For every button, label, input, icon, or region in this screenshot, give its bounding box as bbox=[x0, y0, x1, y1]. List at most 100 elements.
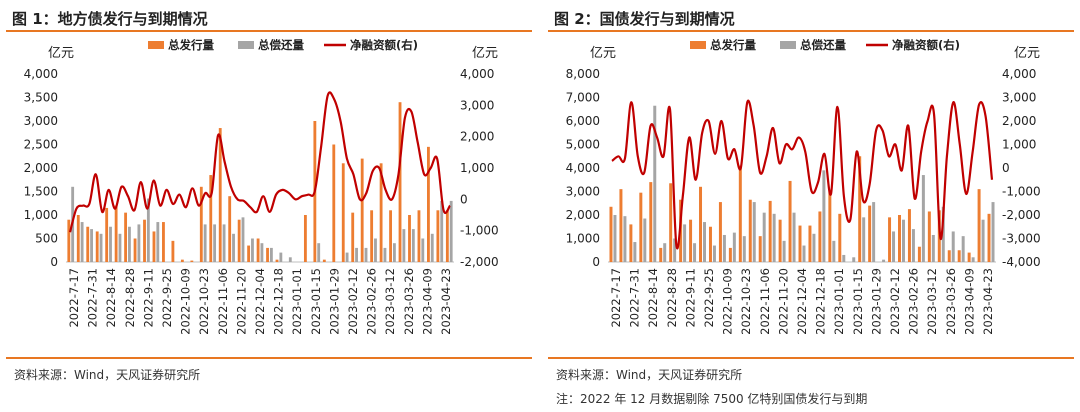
bar-repay bbox=[752, 202, 756, 262]
bar-issue bbox=[67, 219, 71, 262]
bar-repay bbox=[623, 216, 627, 262]
bar-issue bbox=[275, 259, 279, 262]
bar-issue bbox=[105, 207, 109, 262]
bar-issue bbox=[445, 210, 449, 262]
bar-repay bbox=[921, 175, 925, 262]
y-tick-label-right: 4,000 bbox=[460, 67, 494, 81]
bar-repay bbox=[317, 243, 321, 262]
y-tick-label-left: 1,000 bbox=[24, 208, 58, 222]
chart-local-bonds: 亿元 亿元 总发行量 总偿还量 净融资额(右) 4,000 3,500 3,000 2,500 2… bbox=[24, 38, 499, 335]
bar-issue bbox=[838, 213, 842, 262]
bar-repay bbox=[941, 206, 945, 262]
bar-repay bbox=[80, 222, 84, 262]
bar-issue bbox=[209, 175, 213, 262]
bar-repay bbox=[99, 233, 103, 262]
y-tick-label-left: 7,000 bbox=[566, 91, 600, 105]
bar-repay bbox=[653, 105, 657, 262]
x-tick-label: 2022-11-20 bbox=[234, 268, 248, 335]
bar-repay bbox=[355, 247, 358, 262]
source-divider bbox=[548, 357, 1074, 359]
x-tick-label: 2022-11-20 bbox=[776, 268, 790, 335]
bar-repay bbox=[862, 217, 866, 262]
bar-issue bbox=[888, 217, 892, 262]
bar-repay bbox=[971, 257, 975, 262]
bar-issue bbox=[818, 211, 822, 262]
y-tick-label-right: 1,000 bbox=[460, 161, 494, 175]
bar-repay bbox=[703, 222, 706, 262]
y-tick-label-left: 1,000 bbox=[566, 232, 600, 246]
bar-issue bbox=[649, 182, 653, 262]
x-tick-label: 2023-04-09 bbox=[962, 268, 976, 335]
panel-treasury-bonds: 图 2：国债发行与到期情况 亿元 亿元 总发行量 总偿还量 净融资额(右) 8,000 7,… bbox=[548, 0, 1080, 406]
bar-repay bbox=[279, 252, 283, 262]
bar-issue bbox=[639, 192, 643, 262]
bar-issue bbox=[728, 247, 732, 262]
bar-issue bbox=[738, 165, 742, 262]
bar-issue bbox=[417, 210, 421, 262]
x-tick-label: 2022-9-11 bbox=[141, 268, 155, 328]
bar-issue bbox=[718, 202, 722, 262]
bar-repay bbox=[241, 217, 245, 262]
y-tick-label-right: -1,000 bbox=[460, 224, 499, 238]
bar-issue bbox=[256, 238, 260, 262]
bar-issue bbox=[699, 186, 703, 262]
x-tick-label: 2023-03-26 bbox=[944, 268, 958, 335]
bar-issue bbox=[427, 146, 430, 262]
bar-repay bbox=[712, 245, 716, 262]
y-tick-label-right: 1,000 bbox=[1002, 138, 1036, 152]
bar-repay bbox=[213, 224, 217, 262]
bar-issue bbox=[218, 128, 222, 262]
bar-repay bbox=[792, 212, 796, 262]
x-tick-label: 2022-8-28 bbox=[665, 268, 679, 328]
x-tick-label: 2023-02-12 bbox=[888, 268, 902, 335]
y-tick-label-left: 500 bbox=[35, 232, 58, 246]
bar-issue bbox=[619, 189, 623, 262]
y-axis-unit-right: 亿元 bbox=[1014, 46, 1040, 61]
y-axis-unit-left: 亿元 bbox=[590, 46, 616, 61]
bar-issue bbox=[370, 210, 374, 262]
bar-issue bbox=[629, 224, 633, 262]
bar-issue bbox=[957, 250, 961, 262]
bar-repay bbox=[374, 238, 377, 262]
legend-label: 总偿还量 bbox=[258, 38, 304, 52]
bar-repay bbox=[613, 215, 617, 262]
bar-repay bbox=[128, 226, 131, 262]
bar-issue bbox=[360, 158, 364, 262]
x-tick-label: 2023-04-09 bbox=[420, 268, 434, 335]
x-tick-label: 2023-01-15 bbox=[309, 268, 323, 335]
bar-repay bbox=[232, 233, 235, 262]
note-text: 注：2022 年 12 月数据剔除 7500 亿特别国债发行与到期 bbox=[556, 392, 868, 406]
x-tick-label: 2023-04-23 bbox=[981, 268, 995, 335]
x-tick-label: 2023-03-12 bbox=[925, 268, 939, 335]
bar-repay bbox=[812, 233, 816, 262]
x-tick-label: 2023-01-29 bbox=[869, 268, 883, 335]
y-tick-label-left: 3,500 bbox=[24, 91, 58, 105]
chart-treasury-bonds: 亿元 亿元 总发行量 总偿还量 净融资额(右) 8,000 7,000 6,000 5,000 4… bbox=[566, 38, 1041, 335]
bar-issue bbox=[927, 211, 931, 262]
x-tick-label: 2023-01-29 bbox=[327, 268, 341, 335]
bar-repay bbox=[633, 242, 637, 262]
bar-repay bbox=[673, 238, 677, 262]
bar-repay bbox=[742, 236, 746, 262]
bar-repay bbox=[822, 170, 826, 262]
x-tick-label: 2022-12-04 bbox=[253, 268, 267, 335]
bar-issue bbox=[124, 212, 128, 262]
x-tick-label: 2023-03-12 bbox=[383, 268, 397, 335]
bar-repay bbox=[882, 259, 886, 262]
x-tick-label: 2022-10-23 bbox=[739, 268, 753, 335]
bar-repay bbox=[732, 232, 736, 262]
bar-issue bbox=[917, 246, 921, 262]
legend-label: 总发行量 bbox=[168, 38, 214, 52]
title-bar: 图 1：地方债发行与到期情况 bbox=[6, 4, 532, 32]
bar-repay bbox=[440, 200, 444, 262]
bar-repay bbox=[269, 247, 273, 262]
y-tick-label-left: 0 bbox=[50, 255, 58, 269]
legend-swatch-repay bbox=[238, 41, 254, 49]
bar-repay bbox=[383, 247, 387, 262]
bar-repay bbox=[288, 257, 292, 262]
x-tick-label: 2022-7-31 bbox=[628, 268, 642, 328]
bar-repay bbox=[421, 238, 425, 262]
y-tick-label-left: 1,500 bbox=[24, 185, 58, 199]
x-tick-label: 2023-01-15 bbox=[851, 268, 865, 335]
y-tick-label-right: -2,000 bbox=[1002, 208, 1041, 222]
